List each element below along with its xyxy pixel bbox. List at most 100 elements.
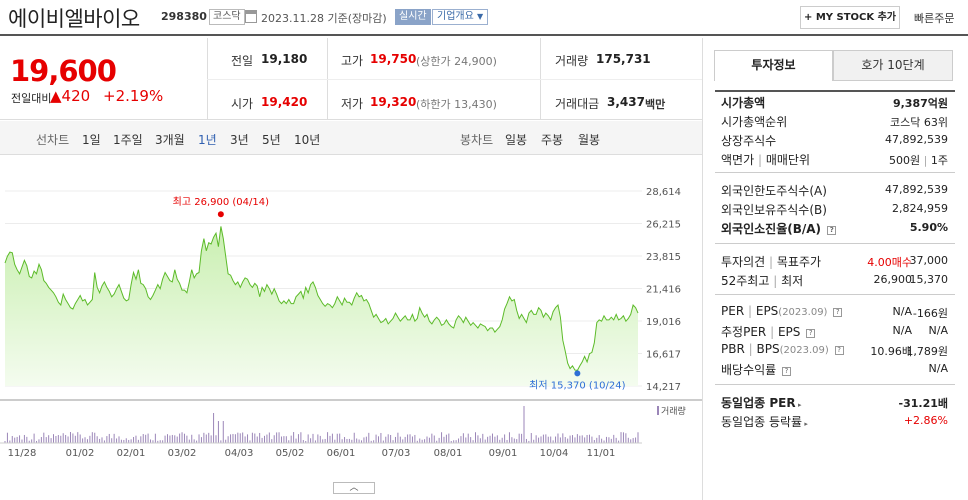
divider [715, 294, 955, 295]
chevron-right-icon: ▸ [795, 401, 802, 409]
chart-collapse-handle[interactable]: ︿ [333, 482, 375, 494]
shares-value: 47,892,539 [885, 133, 948, 146]
lower-limit: (하한가 13,430) [416, 98, 497, 111]
price-chart[interactable]: 28,614 26,215 23,815 21,416 19,016 16,617 14,2… [0, 156, 702, 500]
tab-1y[interactable]: 1년 [198, 133, 217, 147]
x-tick-label: 06/01 [327, 448, 356, 459]
par-value-label: 액면가 | 매매단위 [721, 153, 810, 167]
per-eps-label[interactable]: PER | EPS(2023.09) ? [721, 304, 843, 318]
y-tick-label: 16,617 [646, 350, 681, 361]
x-tick-label: 05/02 [276, 448, 305, 459]
market-cap-label: 시가총액 [721, 96, 766, 110]
y-tick-label: 14,217 [646, 382, 681, 393]
tab-3m[interactable]: 3개월 [155, 133, 185, 147]
info-icon: ? [827, 226, 837, 235]
add-my-stock-button[interactable]: + MY STOCK 추가 [800, 6, 900, 29]
cap-rank-label: 시가총액순위 [721, 115, 788, 129]
low-label: 저가 [341, 97, 364, 111]
tab-5y[interactable]: 5년 [262, 133, 281, 147]
foreign-hold-value: 2,824,959 [892, 202, 948, 215]
eps-value: -166원 [912, 307, 948, 320]
tab-orderbook[interactable]: 호가 10단계 [833, 50, 953, 81]
volume-legend-swatch [657, 406, 659, 415]
y-tick-label: 21,416 [646, 285, 681, 296]
est-per-label[interactable]: 추정PER | EPS ? [721, 323, 816, 340]
dividend-label[interactable]: 배당수익률 ? [721, 361, 792, 378]
industry-per-label[interactable]: 동일업종 PER ▸ [721, 396, 802, 410]
tab-1w[interactable]: 1주일 [113, 133, 143, 147]
max-annotation: 최고 26,900 (04/14) [173, 196, 269, 208]
y-tick-label: 28,614 [646, 187, 681, 198]
price-area [5, 226, 638, 386]
change-label: 전일대비 [11, 92, 52, 105]
tab-daily[interactable]: 일봉 [505, 133, 528, 147]
amount-value: 3,437 [607, 95, 645, 109]
company-info-dropdown[interactable]: 기업개요 ▼ [432, 9, 489, 25]
pbr-bps-label[interactable]: PBR | BPS(2023.09) ? [721, 342, 844, 356]
price-summary: 19,600 전일대비 ▲420 +2.19% 전일 19,180 고가 19,… [0, 38, 702, 120]
amount-label: 거래대금 [555, 97, 600, 111]
foreign-limit-label: 외국인한도주식수(A) [721, 184, 827, 198]
amount-unit: 백만 [645, 98, 666, 111]
tab-investment-info[interactable]: 투자정보 [714, 50, 833, 81]
line-chart-label: 선차트 [36, 133, 70, 147]
par-value-value: 500원 | 1주 [889, 154, 948, 167]
volume-label: 거래량 [661, 405, 686, 417]
current-price: 19,600 [10, 54, 117, 88]
realtime-button[interactable]: 실시간 [395, 9, 431, 25]
info-icon: ? [806, 329, 816, 338]
divider [207, 79, 702, 80]
target-price-value: 37,000 [909, 254, 949, 267]
chevron-down-icon: ▼ [477, 12, 484, 21]
chevron-right-icon: ▸ [802, 420, 808, 428]
open-label: 시가 [231, 97, 254, 111]
calendar-icon [245, 10, 257, 23]
week52-high-value: 26,900 [873, 273, 913, 286]
week52-low-value: 15,370 [909, 273, 949, 286]
upper-limit: (상한가 24,900) [416, 55, 497, 68]
tab-3y[interactable]: 3년 [230, 133, 249, 147]
quick-order-link[interactable]: 빠른주문 [914, 12, 955, 25]
market-badge: 코스닥 [209, 9, 245, 25]
x-tick-label: 03/02 [168, 448, 197, 459]
info-icon: ? [834, 346, 844, 355]
x-tick-label: 08/01 [434, 448, 463, 459]
x-tick-label: 09/01 [489, 448, 518, 459]
stock-code: 298380 [161, 10, 207, 23]
chart-period-tabs: 선차트 1일 1주일 3개월 1년 3년 5년 10년 봉차트 일봉 주봉 월봉 [0, 121, 702, 155]
tab-monthly[interactable]: 월봉 [578, 133, 601, 147]
change-value: ▲420 [50, 87, 91, 105]
open-value: 19,420 [261, 95, 308, 109]
foreign-ratio-value: 5.90% [909, 221, 948, 234]
y-tick-label: 26,215 [646, 220, 681, 231]
y-tick-label: 23,815 [646, 252, 681, 263]
foreign-ratio-label[interactable]: 외국인소진율(B/A) ? [721, 220, 837, 237]
high-label: 고가 [341, 54, 364, 68]
x-tick-label: 04/03 [225, 448, 254, 459]
est-eps-value: N/A [928, 324, 948, 337]
tab-10y[interactable]: 10년 [294, 133, 321, 147]
industry-rate-value: +2.86% [903, 414, 948, 427]
x-tick-label: 02/01 [117, 448, 146, 459]
industry-rate-label[interactable]: 동일업종 등락률 ▸ [721, 415, 808, 429]
prev-close-value: 19,180 [261, 52, 308, 66]
info-icon: ? [782, 367, 792, 376]
divider [715, 90, 955, 92]
stock-name: 에이비엘바이오 [8, 7, 140, 31]
volume-value: 175,731 [596, 52, 651, 66]
bps-value: 1,789원 [906, 345, 948, 358]
tab-1d[interactable]: 1일 [82, 133, 101, 147]
x-tick-label: 10/04 [540, 448, 569, 459]
cap-rank-value: 코스닥 63위 [890, 116, 948, 129]
info-icon: ? [833, 308, 843, 317]
market-cap-value: 9,387억원 [892, 97, 948, 110]
divider [715, 172, 955, 173]
x-tick-label: 11/01 [587, 448, 616, 459]
prev-close-label: 전일 [231, 54, 254, 68]
y-tick-label: 19,016 [646, 317, 681, 328]
price-chart-svg: 28,614 26,215 23,815 21,416 19,016 16,617 14,2… [0, 187, 702, 459]
x-tick-label: 11/28 [8, 448, 37, 459]
opinion-label: 투자의견 | 목표주가 [721, 255, 822, 269]
x-tick-label: 01/02 [66, 448, 95, 459]
tab-weekly[interactable]: 주봉 [541, 133, 564, 147]
